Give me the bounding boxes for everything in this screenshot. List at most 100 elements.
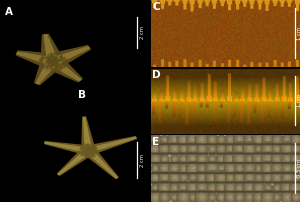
Polygon shape	[108, 169, 112, 172]
Polygon shape	[45, 44, 51, 47]
Polygon shape	[76, 147, 80, 150]
Polygon shape	[85, 134, 88, 136]
Polygon shape	[64, 167, 68, 170]
Polygon shape	[44, 57, 49, 63]
Polygon shape	[101, 163, 106, 167]
Polygon shape	[110, 171, 114, 174]
Polygon shape	[40, 73, 46, 77]
Polygon shape	[72, 51, 77, 55]
Polygon shape	[71, 74, 76, 77]
Polygon shape	[84, 129, 88, 132]
Polygon shape	[49, 59, 58, 65]
Polygon shape	[24, 54, 28, 57]
Polygon shape	[60, 144, 64, 147]
Polygon shape	[85, 148, 91, 151]
Polygon shape	[29, 54, 33, 58]
Polygon shape	[77, 78, 81, 81]
Polygon shape	[73, 75, 77, 78]
Polygon shape	[46, 58, 52, 64]
Text: A: A	[4, 7, 13, 17]
Polygon shape	[66, 71, 72, 75]
Polygon shape	[85, 136, 89, 139]
Polygon shape	[39, 75, 45, 78]
Polygon shape	[91, 147, 96, 151]
Polygon shape	[68, 164, 73, 167]
Polygon shape	[64, 54, 70, 59]
Polygon shape	[66, 165, 70, 168]
Polygon shape	[129, 138, 133, 140]
Polygon shape	[83, 47, 87, 50]
Polygon shape	[86, 149, 93, 154]
Polygon shape	[44, 37, 48, 39]
Polygon shape	[80, 153, 86, 157]
Polygon shape	[88, 152, 95, 155]
Text: 1 cm: 1 cm	[297, 26, 300, 40]
Polygon shape	[46, 62, 56, 66]
Polygon shape	[122, 140, 126, 142]
Polygon shape	[84, 120, 85, 122]
Polygon shape	[82, 151, 88, 155]
Polygon shape	[42, 70, 49, 74]
Polygon shape	[95, 158, 100, 161]
Polygon shape	[72, 146, 76, 150]
Polygon shape	[69, 146, 74, 149]
Polygon shape	[61, 54, 68, 60]
Polygon shape	[97, 159, 102, 163]
Polygon shape	[63, 145, 67, 148]
Polygon shape	[45, 142, 90, 155]
Polygon shape	[48, 58, 54, 65]
Polygon shape	[44, 56, 82, 82]
Polygon shape	[45, 38, 49, 41]
Polygon shape	[51, 143, 55, 145]
Polygon shape	[84, 124, 87, 127]
Polygon shape	[58, 55, 65, 61]
Polygon shape	[48, 143, 52, 144]
Polygon shape	[45, 42, 50, 45]
Polygon shape	[62, 68, 69, 73]
Polygon shape	[56, 56, 62, 62]
Polygon shape	[50, 58, 58, 64]
Text: 2 cm: 2 cm	[140, 26, 145, 39]
Polygon shape	[45, 142, 48, 144]
Polygon shape	[53, 62, 62, 68]
Polygon shape	[70, 162, 75, 165]
Polygon shape	[94, 146, 100, 150]
Polygon shape	[112, 142, 116, 145]
Circle shape	[80, 144, 98, 157]
Polygon shape	[47, 59, 57, 62]
Polygon shape	[115, 141, 119, 144]
Polygon shape	[125, 139, 129, 141]
Polygon shape	[47, 46, 90, 68]
Polygon shape	[91, 154, 97, 157]
Polygon shape	[36, 82, 40, 84]
Polygon shape	[75, 77, 79, 80]
Polygon shape	[84, 122, 86, 124]
Polygon shape	[82, 148, 86, 152]
Text: E: E	[152, 137, 160, 147]
Polygon shape	[51, 61, 60, 66]
Polygon shape	[132, 137, 136, 139]
Polygon shape	[44, 35, 47, 37]
Polygon shape	[46, 46, 52, 48]
Polygon shape	[19, 53, 23, 55]
Bar	[151, 67, 300, 69]
Polygon shape	[99, 161, 104, 165]
Polygon shape	[93, 156, 98, 159]
Polygon shape	[98, 145, 103, 149]
Polygon shape	[43, 68, 50, 72]
Polygon shape	[106, 167, 110, 170]
Polygon shape	[67, 53, 72, 57]
Polygon shape	[39, 77, 44, 79]
Polygon shape	[84, 127, 87, 129]
Polygon shape	[85, 47, 89, 49]
Polygon shape	[37, 80, 41, 82]
Polygon shape	[47, 57, 56, 60]
Polygon shape	[46, 48, 53, 50]
Polygon shape	[82, 117, 95, 151]
Polygon shape	[39, 56, 44, 62]
Circle shape	[40, 53, 65, 70]
Text: D: D	[152, 70, 161, 80]
Polygon shape	[84, 149, 91, 153]
Polygon shape	[45, 63, 54, 67]
Polygon shape	[85, 143, 90, 146]
